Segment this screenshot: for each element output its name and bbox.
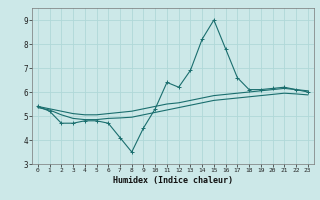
X-axis label: Humidex (Indice chaleur): Humidex (Indice chaleur) <box>113 176 233 185</box>
